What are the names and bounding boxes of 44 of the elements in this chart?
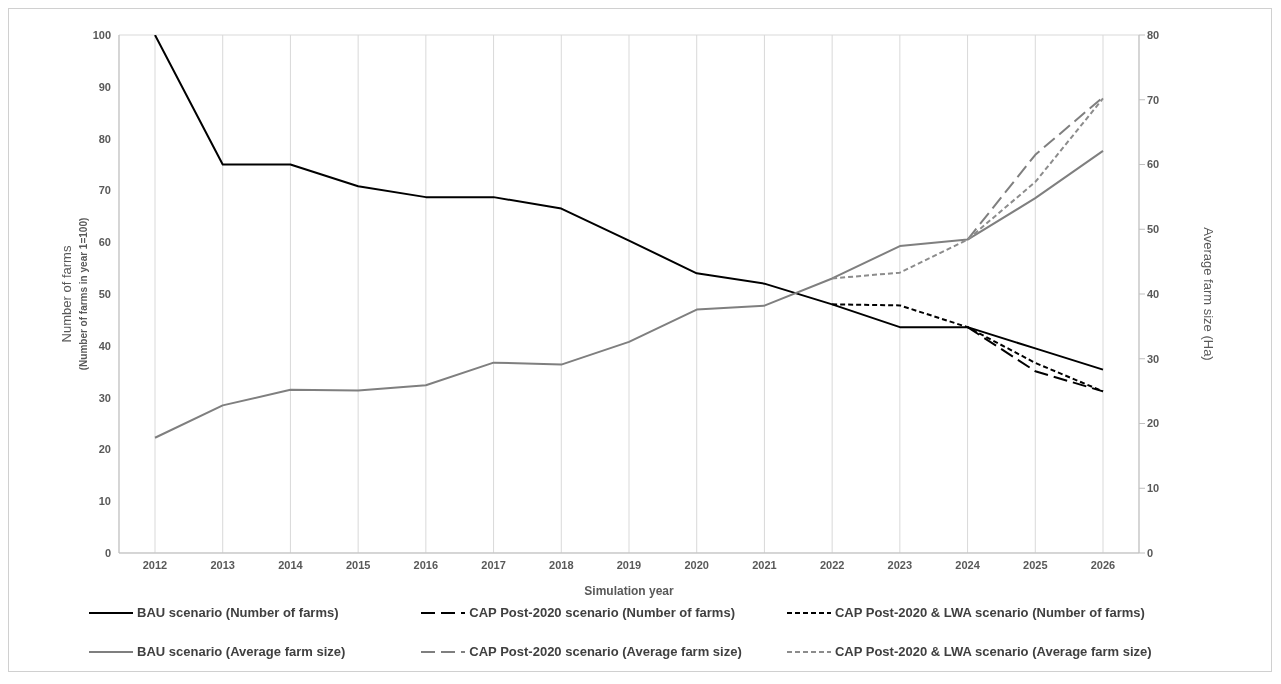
x-tick-label: 2014 <box>278 558 304 571</box>
x-axis-title: Simulation year <box>584 584 674 598</box>
y-tick-label: 20 <box>98 443 111 456</box>
y2-tick-label: 0 <box>1147 546 1154 559</box>
y-tick-label: 50 <box>98 287 111 300</box>
x-tick-label: 2019 <box>616 558 642 571</box>
legend-label: CAP Post-2020 scenario (Average farm size) <box>469 644 742 659</box>
y-tick-label: 70 <box>98 184 111 197</box>
x-tick-label: 2025 <box>1023 558 1048 571</box>
y2-tick-label: 50 <box>1147 223 1160 236</box>
x-tick-label: 2023 <box>887 558 913 571</box>
y-tick-label: 90 <box>98 80 111 93</box>
legend-label: CAP Post-2020 & LWA scenario (Average farm size) <box>834 644 1152 659</box>
x-tick-label: 2026 <box>1090 558 1116 571</box>
x-tick-label: 2016 <box>413 558 439 571</box>
y-tick-label: 0 <box>104 546 111 559</box>
x-tick-label: 2024 <box>955 558 981 571</box>
y2-tick-label: 10 <box>1147 482 1160 495</box>
x-tick-label: 2012 <box>142 558 168 571</box>
x-tick-label: 2020 <box>684 558 709 571</box>
legend-label: CAP Post-2020 & LWA scenario (Number of farms) <box>834 605 1145 620</box>
y2-tick-label: 80 <box>1147 28 1160 41</box>
y-axis-title: Number of farms (Number of farms in year 1=100) <box>59 217 89 371</box>
y2-tick-label: 30 <box>1147 352 1160 365</box>
y-tick-label: 60 <box>98 236 111 249</box>
y2-tick-label: 70 <box>1147 93 1160 106</box>
y-tick-label: 10 <box>98 495 111 508</box>
legend-label: BAU scenario (Average farm size) <box>137 644 346 659</box>
legend-label: CAP Post-2020 scenario (Number of farms) <box>469 605 735 620</box>
x-tick-label: 2013 <box>210 558 235 571</box>
x-tick-label: 2017 <box>481 558 506 571</box>
x-tick-label: 2022 <box>819 558 845 571</box>
y2-tick-label: 40 <box>1147 287 1160 300</box>
x-tick-label: 2015 <box>345 558 371 571</box>
y2-axis-title: Average farm size (Ha) <box>1201 227 1217 361</box>
y2-tick-label: 20 <box>1147 417 1160 430</box>
x-tick-label: 2021 <box>752 558 777 571</box>
y-tick-label: 80 <box>98 132 111 145</box>
x-tick-label: 2018 <box>549 558 574 571</box>
legend-label: BAU scenario (Number of farms) <box>137 605 339 620</box>
y2-tick-label: 60 <box>1147 158 1160 171</box>
y-tick-label: 30 <box>98 391 111 404</box>
y-tick-label: 100 <box>92 28 111 41</box>
y-tick-label: 40 <box>98 339 111 352</box>
